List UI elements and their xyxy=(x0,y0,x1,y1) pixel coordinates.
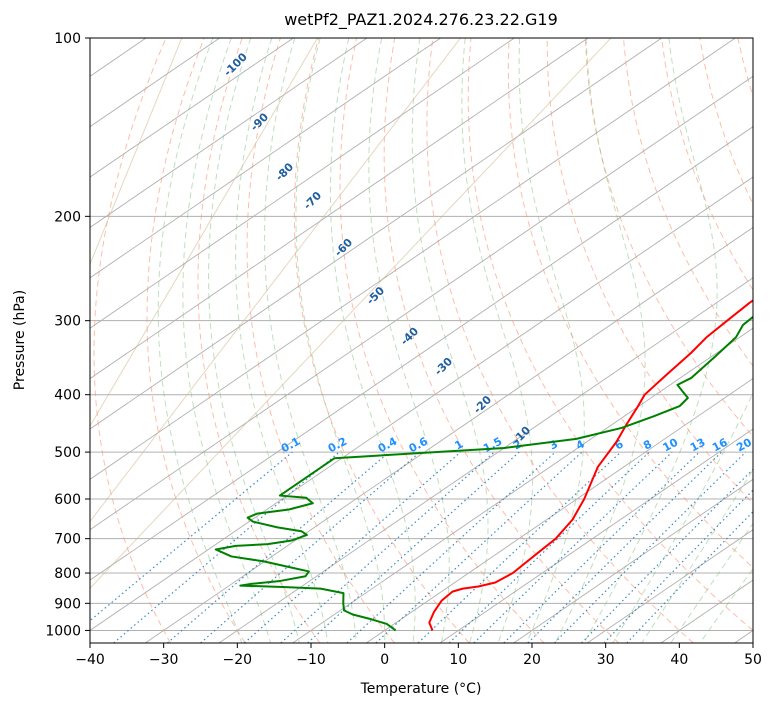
chart-title: wetPf2_PAZ1.2024.276.23.22.G19 xyxy=(284,10,558,30)
moist-adiabat-line xyxy=(182,38,272,643)
y-tick-label: 300 xyxy=(54,314,81,330)
dry-adiabat-line xyxy=(467,38,753,632)
moist-adiabat-line xyxy=(670,522,753,643)
dry-adiabat-line xyxy=(146,38,246,643)
x-axis-label: Temperature (°C) xyxy=(360,681,482,697)
moist-adiabat-line xyxy=(461,38,534,643)
dry-adiabat-line xyxy=(293,38,470,643)
mixing-ratio-line xyxy=(375,451,583,643)
dry-adiabat-line xyxy=(93,38,171,643)
x-tick-label: 10 xyxy=(449,652,467,668)
plot-area xyxy=(90,38,753,643)
dewpoint-profile-line xyxy=(214,315,753,632)
dry-adiabat-line xyxy=(584,38,753,438)
background-lines xyxy=(90,38,753,643)
x-tick-label: −40 xyxy=(75,652,105,668)
isotherm-line xyxy=(587,529,753,643)
moist-adiabat-line xyxy=(612,391,753,643)
dry-adiabat-line xyxy=(507,38,753,569)
moist-adiabat-line xyxy=(583,38,718,643)
moist-adiabat-line xyxy=(411,38,489,643)
y-tick-label: 400 xyxy=(54,388,81,404)
temperature-profile-line xyxy=(428,299,753,631)
isotherm-line xyxy=(145,226,753,643)
isotherm-line xyxy=(90,38,368,228)
x-tick-label: 0 xyxy=(380,652,389,668)
isotherm-line xyxy=(90,38,736,480)
moist-adiabat-line xyxy=(518,38,585,643)
mixing-ratio-line xyxy=(448,451,650,643)
isotherm-line xyxy=(90,176,753,631)
moist-adiabat-line xyxy=(295,38,386,643)
isotherm-line xyxy=(366,378,753,643)
mixing-ratio-label: 20 xyxy=(734,436,754,455)
x-tick-label: 50 xyxy=(744,652,762,668)
dry-adiabat-line xyxy=(426,38,694,643)
y-tick-label: 200 xyxy=(54,209,81,225)
y-tick-label: 100 xyxy=(54,31,81,47)
dry-adiabat-line xyxy=(246,38,395,643)
y-tick-label: 1000 xyxy=(45,623,81,639)
x-tick-label: −10 xyxy=(296,652,326,668)
isotherm-line xyxy=(90,38,515,329)
moist-adiabat-line xyxy=(641,468,753,643)
dry-adiabat-line xyxy=(622,38,753,367)
x-tick-label: −30 xyxy=(149,652,179,668)
mixing-ratio-line xyxy=(167,451,390,643)
y-tick-label: 800 xyxy=(54,566,81,582)
x-tick-label: 30 xyxy=(597,652,615,668)
mixing-ratio-line xyxy=(554,451,747,643)
x-tick-label: −20 xyxy=(223,652,253,668)
mixing-ratio-line xyxy=(581,468,753,643)
isotherm-line xyxy=(90,38,662,430)
mixing-ratio-label: 16 xyxy=(710,436,730,455)
isotherm-line xyxy=(439,428,753,643)
mixing-ratio-line xyxy=(280,451,495,643)
y-tick-label: 600 xyxy=(54,492,81,508)
mixing-ratio-line xyxy=(626,510,753,643)
isotherm-line xyxy=(218,277,753,643)
mixing-ratio-line xyxy=(244,451,461,643)
moist-adiabat-line xyxy=(329,38,416,643)
tan-curve-line xyxy=(90,38,461,523)
isotherm-line xyxy=(90,38,589,380)
mixing-ratio-line xyxy=(417,451,622,643)
moist-adiabat-line xyxy=(157,38,243,643)
mixing-ratio-label: 10 xyxy=(661,436,681,455)
isotherm-line xyxy=(90,75,753,531)
axis-ticks: −40 −30 −20 −10 0 10 20 30 40 50 100 200 300 400 500 60… xyxy=(45,31,762,668)
y-tick-label: 500 xyxy=(54,445,81,461)
plot-frame xyxy=(89,37,754,644)
isotherm-line xyxy=(90,126,753,581)
tan-curve-line xyxy=(90,38,612,589)
isotherm-line xyxy=(90,38,294,178)
x-tick-label: 20 xyxy=(523,652,541,668)
y-tick-label: 900 xyxy=(54,596,81,612)
moist-adiabat-line xyxy=(554,38,646,643)
mixing-ratio-line xyxy=(473,451,673,643)
y-axis-label: Pressure (hPa) xyxy=(12,290,28,390)
dry-adiabat-line xyxy=(383,38,620,643)
isotherm-line xyxy=(513,478,753,643)
mixing-ratio-line xyxy=(113,451,340,643)
mixing-ratio-line xyxy=(90,451,293,622)
tan-curve-line xyxy=(90,38,318,428)
sounding-series xyxy=(214,299,753,632)
x-tick-label: 40 xyxy=(670,652,688,668)
mixing-ratio-label: 13 xyxy=(688,436,708,455)
mixing-ratio-line xyxy=(603,489,753,643)
y-tick-label: 700 xyxy=(54,532,81,548)
isotherm-line xyxy=(90,38,441,279)
